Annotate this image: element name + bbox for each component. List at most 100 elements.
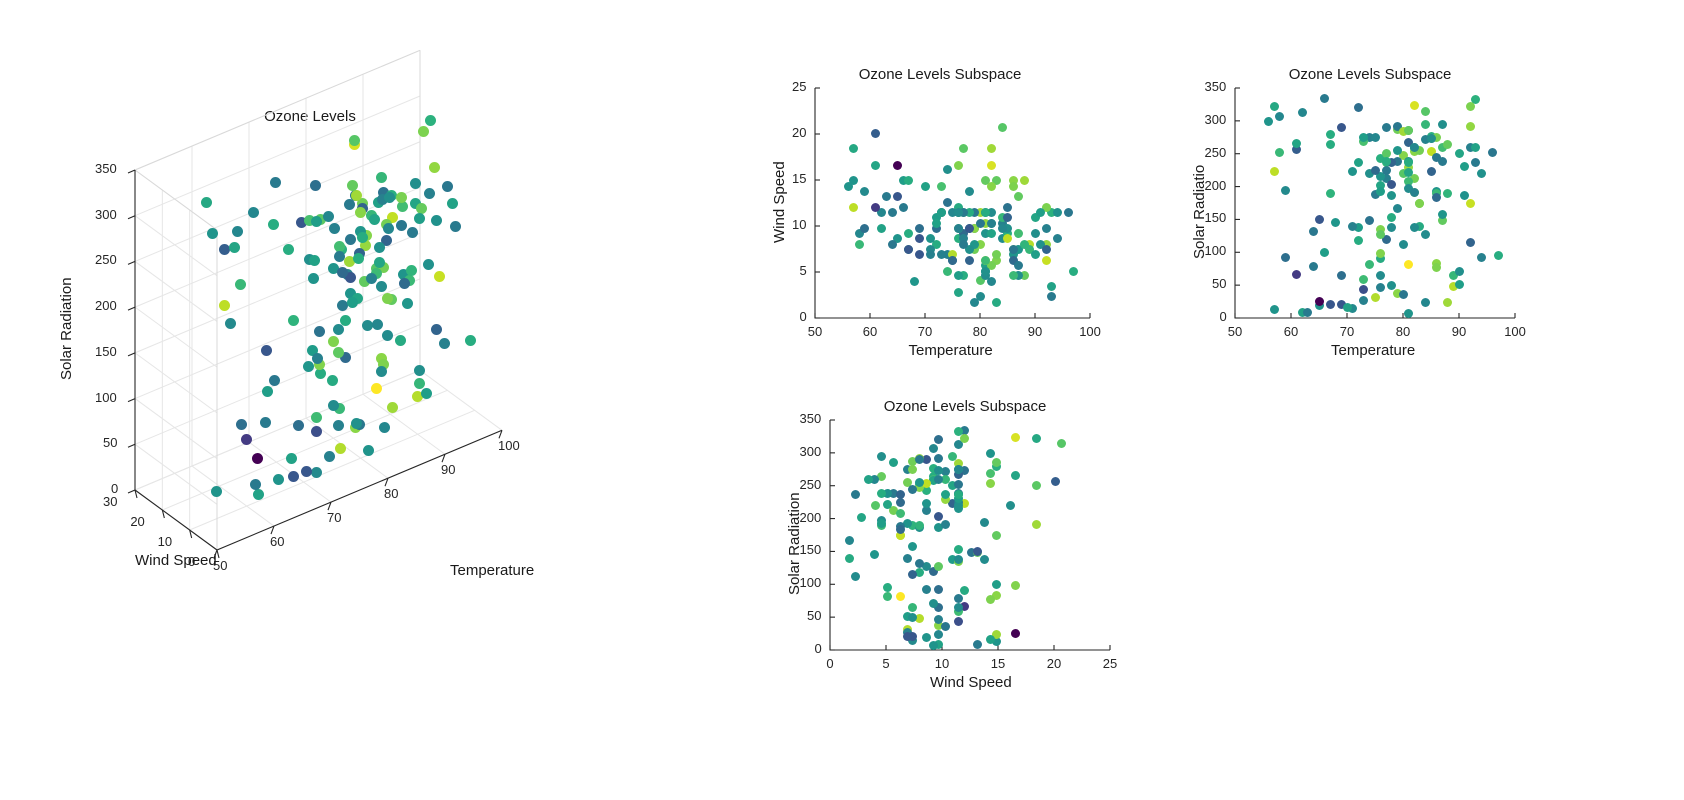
data-point bbox=[1409, 187, 1419, 197]
data-point bbox=[1003, 224, 1012, 234]
data-point bbox=[882, 489, 892, 499]
data-point bbox=[1376, 230, 1386, 240]
data-point bbox=[877, 518, 887, 528]
data-point bbox=[370, 382, 382, 394]
data-point bbox=[378, 421, 390, 433]
data-point bbox=[934, 621, 944, 631]
data-point bbox=[898, 203, 908, 213]
data-point bbox=[1437, 120, 1447, 130]
data-point bbox=[970, 239, 979, 249]
data-point bbox=[851, 490, 861, 500]
data-point bbox=[959, 433, 969, 443]
data-point bbox=[288, 470, 300, 482]
data-point bbox=[992, 255, 1001, 265]
data-point bbox=[985, 468, 995, 478]
data-point bbox=[1364, 168, 1374, 178]
data-point bbox=[1387, 222, 1397, 232]
data-point bbox=[286, 453, 298, 465]
data-point bbox=[1443, 189, 1453, 199]
data-point bbox=[940, 489, 950, 499]
data-point bbox=[931, 224, 941, 234]
data-point bbox=[1392, 157, 1402, 167]
data-point bbox=[465, 334, 477, 346]
data-point bbox=[293, 420, 305, 432]
data-point bbox=[300, 466, 312, 477]
data-point bbox=[1370, 293, 1380, 303]
data-point bbox=[1057, 439, 1067, 449]
data-point bbox=[1376, 172, 1386, 182]
data-point bbox=[1011, 433, 1021, 443]
data-point bbox=[975, 275, 985, 285]
data-point bbox=[849, 176, 858, 186]
data-point bbox=[231, 226, 243, 238]
data-point bbox=[350, 417, 362, 429]
data-point bbox=[339, 314, 351, 326]
data-point bbox=[1432, 153, 1442, 163]
axis-label-y: Wind Speed bbox=[771, 161, 788, 243]
data-point bbox=[423, 259, 435, 271]
data-point bbox=[1019, 176, 1029, 186]
data-point bbox=[1342, 302, 1352, 312]
data-point bbox=[228, 241, 240, 253]
data-point bbox=[261, 385, 273, 397]
data-point bbox=[882, 583, 892, 593]
data-point bbox=[396, 192, 408, 204]
data-point bbox=[953, 287, 963, 297]
data-point bbox=[323, 450, 335, 462]
data-point bbox=[269, 375, 281, 387]
data-point bbox=[1353, 235, 1363, 245]
data-point bbox=[1409, 173, 1419, 183]
data-point bbox=[225, 317, 237, 329]
data-point bbox=[1392, 289, 1402, 299]
data-point bbox=[352, 292, 364, 304]
data-point bbox=[1437, 210, 1447, 220]
data-point bbox=[1392, 203, 1402, 213]
data-point bbox=[937, 207, 946, 217]
data-point bbox=[447, 197, 459, 209]
data-point bbox=[1019, 239, 1029, 249]
data-point bbox=[921, 562, 931, 572]
data-point bbox=[236, 419, 248, 431]
data-point bbox=[986, 207, 996, 217]
data-point bbox=[352, 253, 364, 265]
data-point bbox=[413, 213, 425, 225]
data-point bbox=[896, 498, 906, 508]
data-point bbox=[414, 365, 426, 377]
data-point bbox=[959, 234, 968, 244]
data-point bbox=[928, 475, 938, 485]
data-point bbox=[953, 207, 963, 217]
data-point bbox=[1398, 150, 1408, 160]
data-point bbox=[940, 519, 950, 529]
data-point bbox=[1011, 581, 1021, 591]
data-point bbox=[921, 498, 931, 508]
data-point bbox=[1008, 181, 1018, 191]
data-point bbox=[1047, 207, 1056, 217]
data-point bbox=[1348, 222, 1358, 232]
data-point bbox=[219, 243, 231, 255]
data-point bbox=[992, 176, 1001, 186]
data-point bbox=[844, 554, 854, 564]
data-point bbox=[947, 498, 957, 508]
data-point bbox=[1420, 119, 1430, 129]
data-point bbox=[882, 592, 892, 602]
data-point bbox=[1381, 234, 1391, 244]
data-point bbox=[433, 271, 445, 283]
data-point bbox=[374, 257, 386, 269]
data-point bbox=[307, 344, 319, 356]
data-point bbox=[1364, 215, 1374, 225]
data-point bbox=[374, 242, 386, 254]
data-point bbox=[334, 402, 346, 414]
data-point bbox=[251, 452, 263, 464]
data-point bbox=[1041, 203, 1051, 213]
data-point bbox=[1448, 271, 1458, 281]
data-point bbox=[937, 250, 946, 260]
data-point bbox=[1460, 162, 1470, 172]
data-point bbox=[269, 176, 281, 188]
data-point bbox=[354, 225, 366, 237]
data-point bbox=[1404, 308, 1414, 318]
data-point bbox=[934, 475, 944, 485]
data-point bbox=[843, 181, 853, 191]
axis-label-y: Solar Radiatio bbox=[1191, 164, 1208, 259]
data-point bbox=[1275, 147, 1285, 157]
data-point bbox=[333, 323, 345, 335]
